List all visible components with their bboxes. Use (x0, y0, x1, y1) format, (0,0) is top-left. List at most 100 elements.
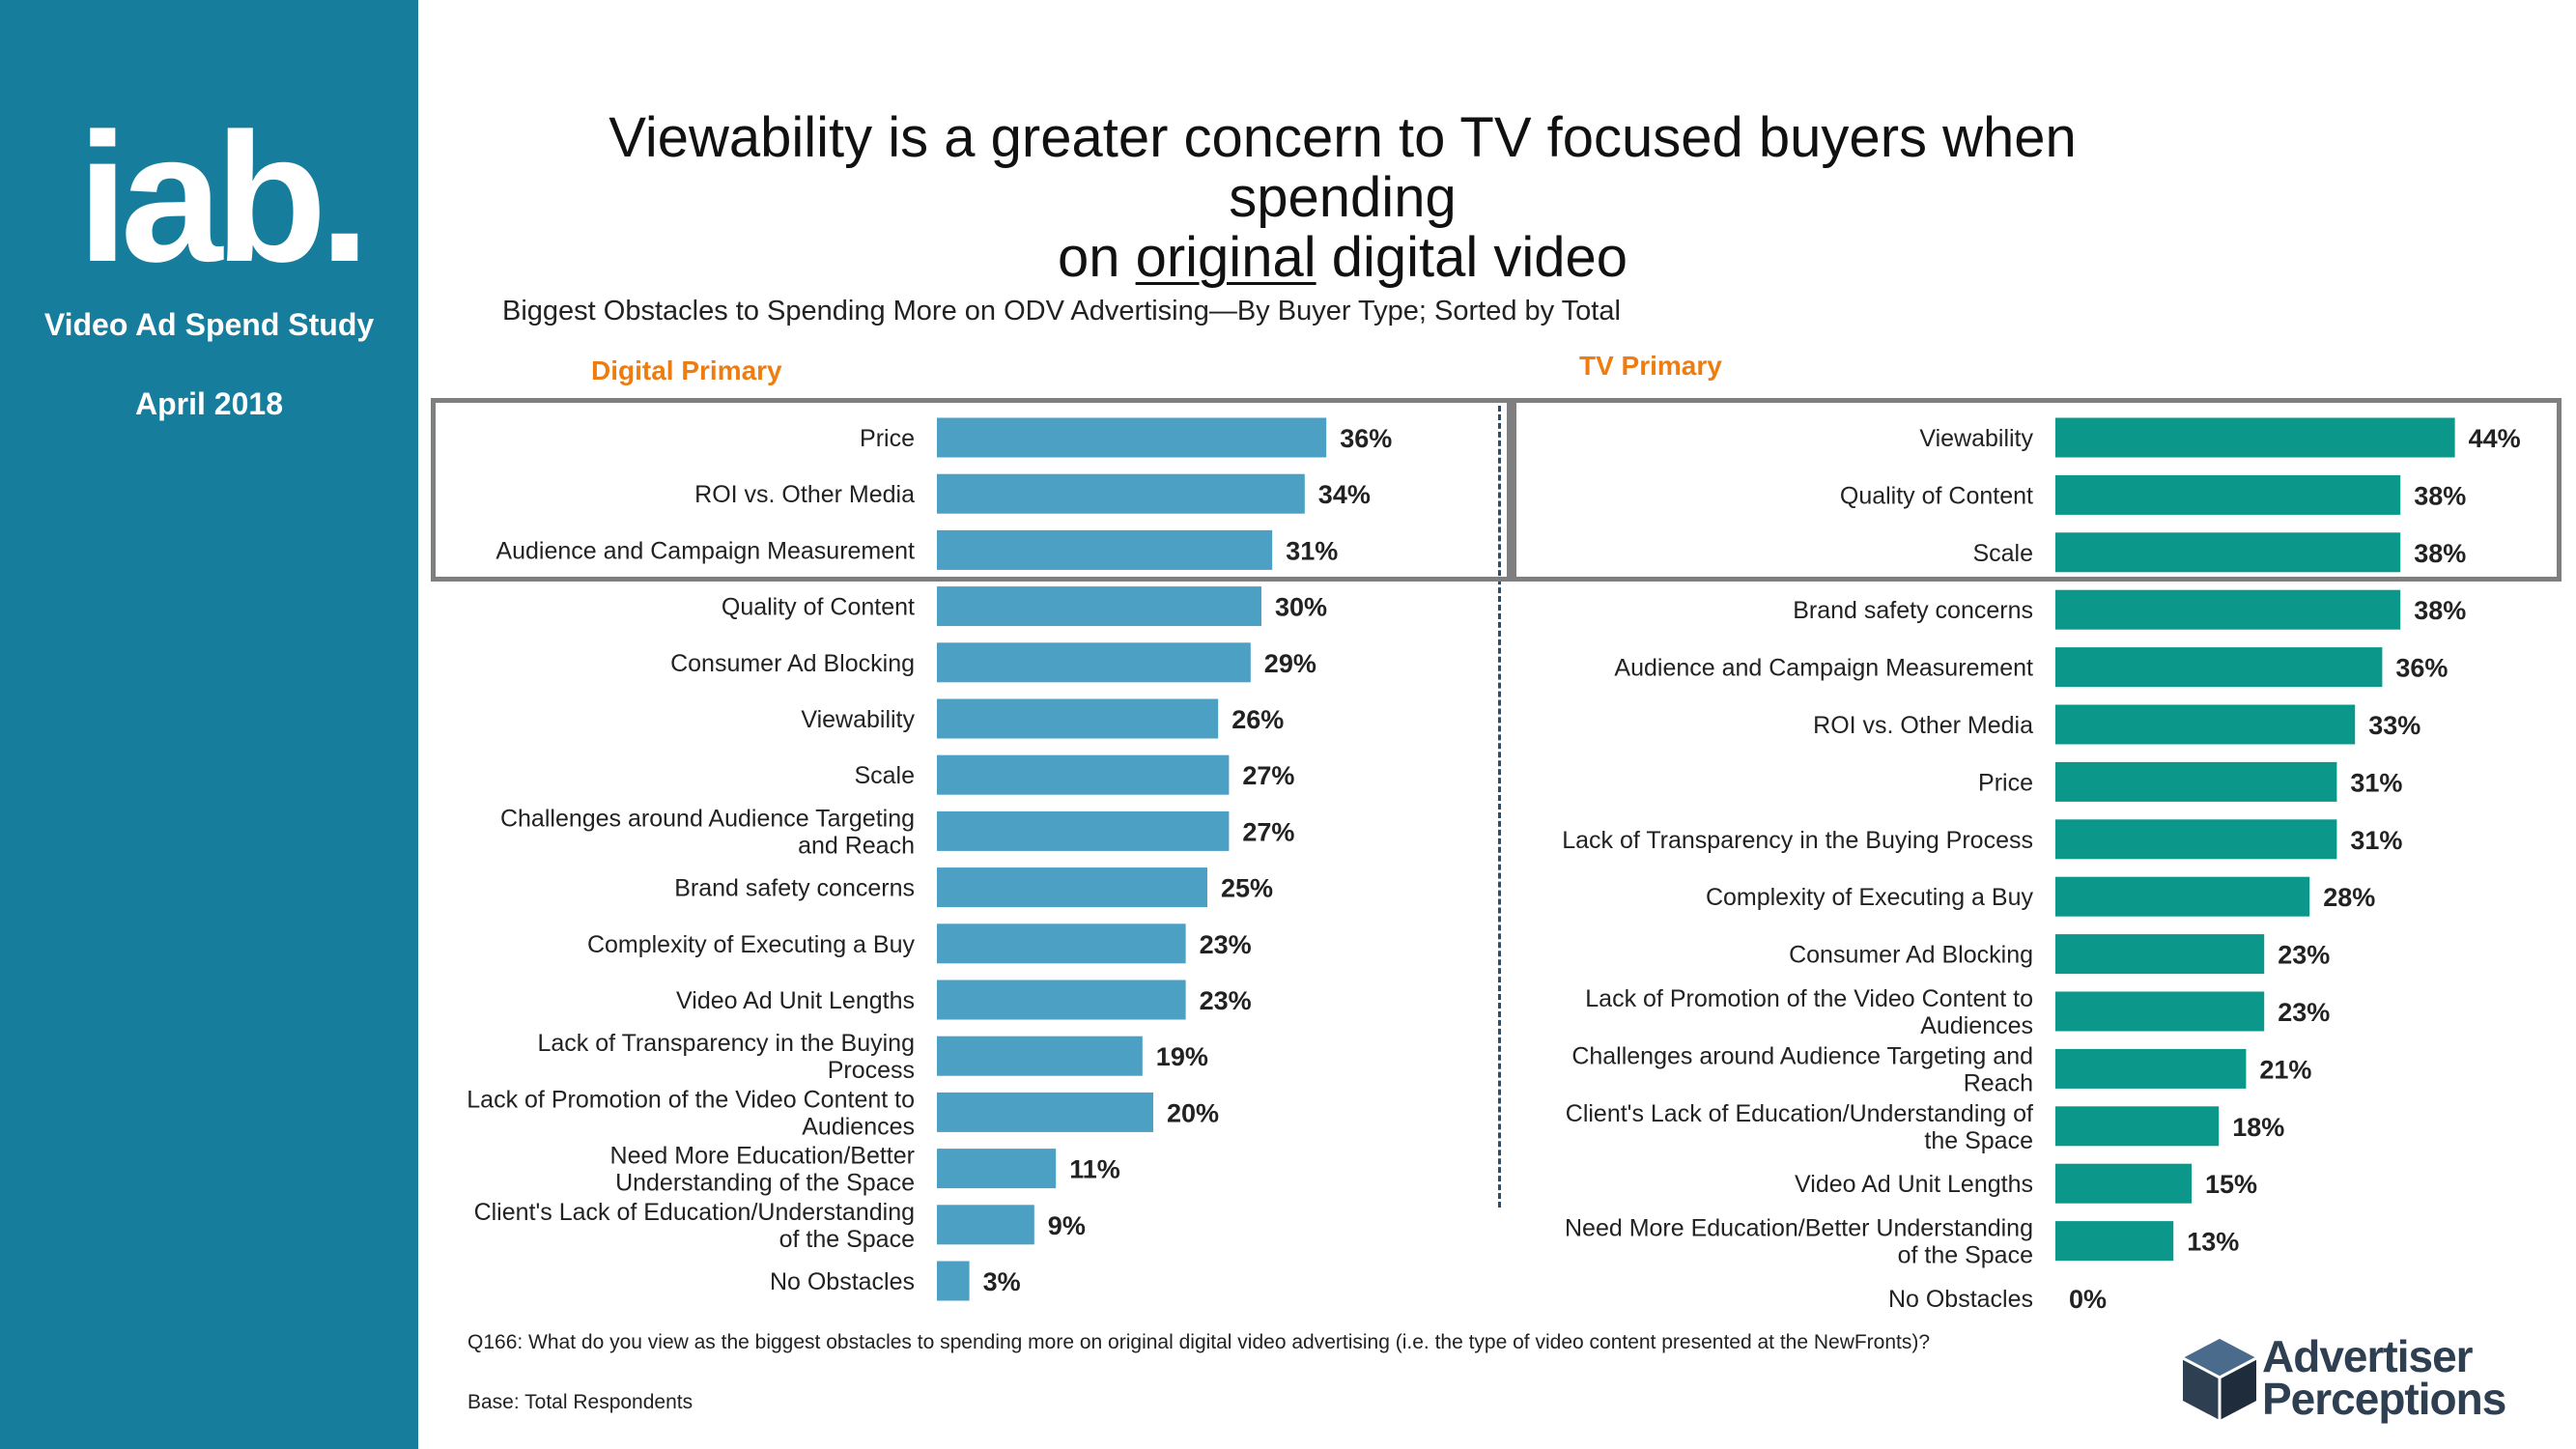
tv-value-label: 38% (2414, 539, 2466, 568)
tv-value-label: 15% (2205, 1170, 2257, 1199)
digital-category-label: Consumer Ad Blocking (670, 650, 915, 677)
tv-value-label: 23% (2278, 998, 2330, 1027)
tv-bar (2055, 819, 2337, 860)
tv-value-label: 38% (2414, 481, 2466, 510)
title-line-2-post: digital video (1316, 226, 1628, 289)
digital-value-label: 36% (1340, 424, 1392, 453)
digital-category-label: Quality of Content (722, 594, 915, 621)
digital-bar (937, 698, 1219, 739)
tv-bar (2055, 647, 2383, 688)
study-date: April 2018 (135, 386, 283, 421)
digital-value-label: 26% (1231, 705, 1284, 734)
digital-category-label: Video Ad Unit Lengths (676, 987, 915, 1014)
digital-category-label: Audience and Campaign Measurement (495, 537, 915, 564)
digital-value-label: 11% (1069, 1155, 1120, 1184)
tv-value-label: 38% (2414, 596, 2466, 625)
digital-bar (937, 1149, 1057, 1189)
digital-value-label: 23% (1200, 930, 1252, 959)
digital-bar (937, 754, 1230, 795)
digital-category-label: Need More Education/Better Understanding … (610, 1143, 915, 1197)
digital-category-label: Lack of Transparency in the Buying Proces… (537, 1030, 915, 1084)
title-underlined-word: original (1135, 226, 1316, 289)
sidebar: iab. Video Ad Spend Study April 2018 (0, 0, 418, 1449)
base-note: Base: Total Respondents (467, 1391, 694, 1413)
tv-value-label: 0% (2069, 1285, 2107, 1314)
tv-value-label: 21% (2259, 1055, 2311, 1084)
digital-value-label: 27% (1242, 761, 1294, 790)
digital-bar (937, 867, 1207, 908)
tv-bar (2055, 704, 2356, 745)
digital-value-label: 9% (1048, 1211, 1086, 1240)
title-line-1: Viewability is a greater concern to TV f… (609, 106, 2077, 229)
study-name: Video Ad Spend Study (43, 307, 375, 342)
tv-primary-chart: 44% Viewability 38% Quality of Content 38% Sc… (1562, 417, 2521, 1314)
digital-value-label: 34% (1318, 480, 1371, 509)
tv-category-label: Need More Education/Better Understanding… (1565, 1215, 2033, 1269)
tv-category-label: Challenges around Audience Targeting and… (1571, 1042, 2033, 1096)
digital-value-label: 27% (1242, 817, 1294, 846)
tv-value-label: 33% (2368, 711, 2420, 740)
digital-value-label: 29% (1264, 649, 1316, 678)
brand-line-1: Advertiser (2262, 1331, 2474, 1381)
panel-divider (1498, 406, 1501, 1208)
digital-bar (937, 473, 1305, 514)
tv-bar (2055, 1221, 2174, 1262)
digital-category-label: Scale (854, 762, 915, 789)
tv-bar (2055, 1163, 2192, 1204)
tv-bar (2055, 934, 2265, 975)
digital-bar (937, 642, 1251, 683)
tv-category-label: ROI vs. Other Media (1813, 712, 2033, 739)
tv-category-label: Scale (1972, 540, 2033, 567)
tv-bar (2055, 474, 2401, 515)
digital-top3-highlight-box (431, 398, 1512, 582)
digital-bar (937, 980, 1186, 1020)
tv-bar (2055, 1048, 2247, 1089)
tv-value-label: 28% (2323, 883, 2375, 912)
chart-subtitle: Biggest Obstacles to Spending More on OD… (502, 296, 1621, 327)
tv-value-label: 18% (2232, 1113, 2284, 1142)
digital-category-label: Client's Lack of Education/Understanding… (474, 1199, 915, 1253)
digital-value-label: 31% (1286, 536, 1338, 565)
tv-category-label: Video Ad Unit Lengths (1795, 1171, 2033, 1198)
digital-category-label: Viewability (801, 706, 915, 733)
tv-category-label: No Obstacles (1888, 1286, 2033, 1313)
digital-value-label: 23% (1200, 986, 1252, 1015)
brand-line-2: Perceptions (2262, 1374, 2506, 1424)
advertiser-perceptions-wordmark: Advertiser Perceptions (2262, 1331, 2506, 1424)
digital-category-label: No Obstacles (770, 1268, 915, 1295)
digital-category-label: Price (860, 425, 915, 452)
digital-category-label: Lack of Promotion of the Video Content t… (467, 1086, 915, 1140)
tv-bar (2055, 417, 2455, 458)
advertiser-perceptions-logo (2182, 1339, 2257, 1420)
tv-value-label: 23% (2278, 941, 2330, 970)
digital-category-label: ROI vs. Other Media (694, 481, 915, 508)
digital-bar (937, 529, 1273, 570)
iab-logo-text: iab. (77, 116, 362, 270)
tv-category-label: Price (1978, 769, 2033, 796)
tv-primary-heading: TV Primary (1579, 351, 1722, 381)
digital-primary-chart: 36% Price 34% ROI vs. Other Media 31% Audienc… (467, 417, 1392, 1301)
digital-bar (937, 1205, 1034, 1245)
tv-category-label: Client's Lack of Education/Understanding… (1566, 1100, 2033, 1154)
tv-value-label: 13% (2187, 1228, 2239, 1257)
tv-category-label: Consumer Ad Blocking (1789, 942, 2033, 969)
digital-category-label: Brand safety concerns (674, 875, 915, 902)
digital-value-label: 25% (1221, 874, 1273, 903)
digital-value-label: 19% (1156, 1042, 1208, 1071)
tv-category-label: Brand safety concerns (1793, 597, 2033, 624)
digital-value-label: 20% (1167, 1098, 1219, 1127)
digital-bar (937, 1092, 1153, 1132)
tv-category-label: Viewability (1919, 425, 2033, 452)
digital-bar (937, 810, 1230, 851)
tv-category-label: Quality of Content (1840, 482, 2033, 509)
tv-bar (2055, 589, 2401, 630)
digital-bar (937, 1261, 970, 1301)
tv-bar (2055, 532, 2401, 573)
tv-value-label: 44% (2469, 424, 2521, 453)
page-title: Viewability is a greater concern to TV f… (541, 108, 2144, 288)
digital-value-label: 30% (1275, 593, 1327, 622)
tv-bar (2055, 1106, 2220, 1147)
digital-bar (937, 1036, 1143, 1076)
title-line-2: on original digital video (541, 228, 2144, 288)
tv-bar (2055, 761, 2337, 802)
